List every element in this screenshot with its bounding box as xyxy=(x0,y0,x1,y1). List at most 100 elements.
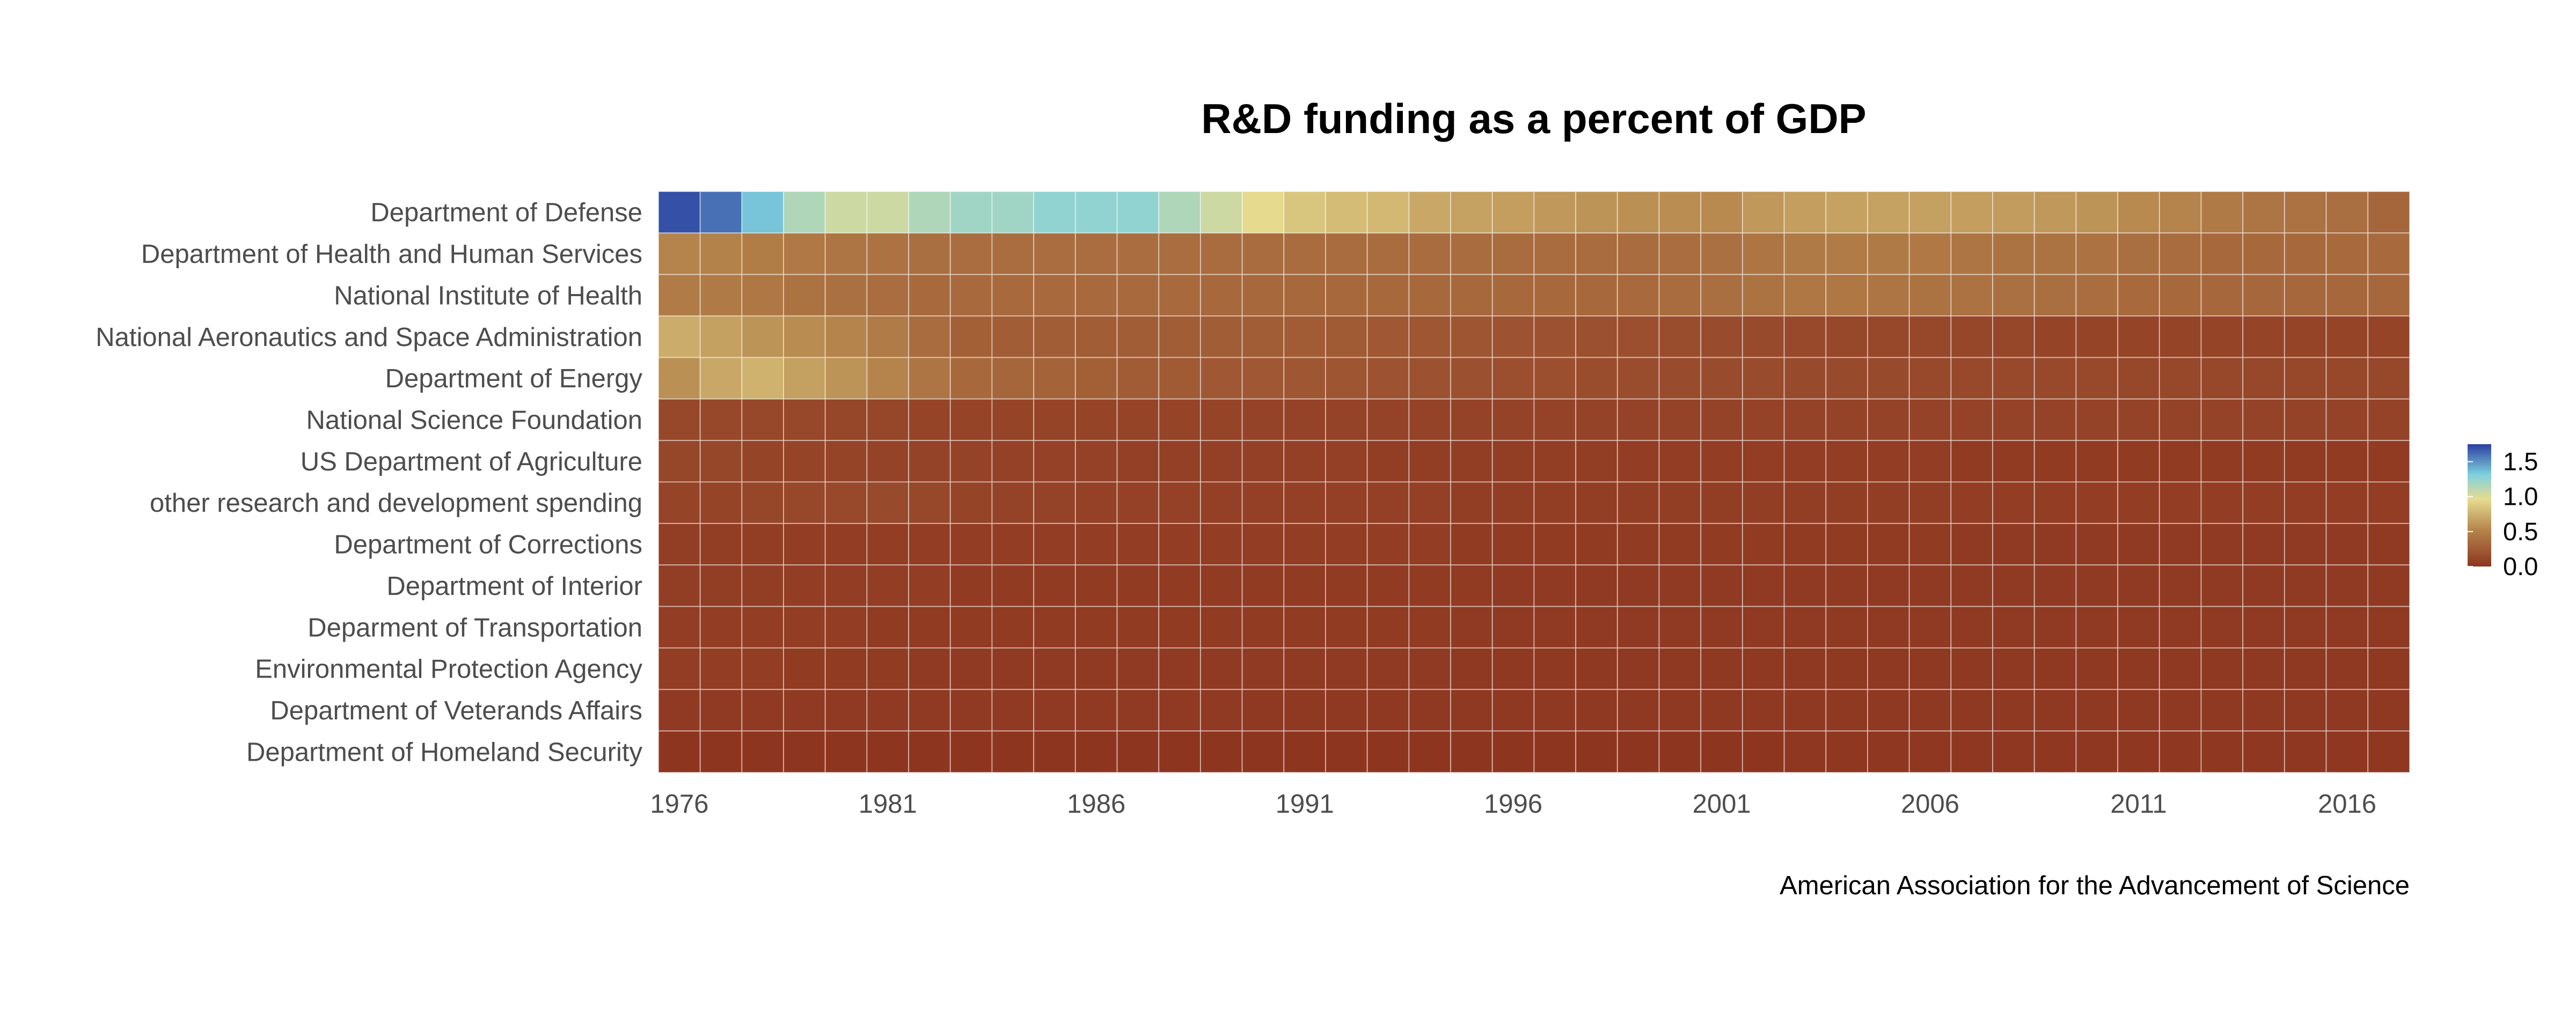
heatmap-cell xyxy=(1325,191,1368,234)
heatmap-cell xyxy=(1616,191,1660,234)
heatmap-cell xyxy=(1366,523,1410,566)
heatmap-cell xyxy=(2158,232,2202,275)
heatmap-cell xyxy=(2033,564,2077,607)
heatmap-cell xyxy=(1575,689,1618,732)
heatmap-cell xyxy=(1533,481,1577,524)
heatmap-cell xyxy=(1867,398,1910,442)
heatmap-cell xyxy=(2158,191,2202,234)
heatmap-cell xyxy=(2284,564,2327,607)
heatmap-cell xyxy=(2033,315,2077,358)
heatmap-cell xyxy=(1033,191,1076,234)
heatmap-cell xyxy=(2367,689,2411,732)
heatmap-cell xyxy=(908,398,951,442)
heatmap-cell xyxy=(1616,564,1660,607)
x-axis-tick-label: 1986 xyxy=(1067,790,1125,819)
heatmap-cell xyxy=(1325,398,1368,442)
heatmap-cell xyxy=(1658,315,1702,358)
heatmap-cell xyxy=(1491,523,1535,566)
heatmap-cell xyxy=(1408,191,1452,234)
heatmap-cell xyxy=(1116,523,1160,566)
heatmap-cells xyxy=(658,191,2411,774)
heatmap-cell xyxy=(2242,481,2285,524)
heatmap-cell xyxy=(908,315,951,358)
heatmap-cell xyxy=(1283,689,1327,732)
x-axis-tick-label: 2016 xyxy=(2318,790,2376,819)
heatmap-cell xyxy=(1325,440,1368,483)
heatmap-cell xyxy=(2075,191,2119,234)
heatmap-cell xyxy=(658,191,701,234)
heatmap-cell xyxy=(1325,730,1368,774)
heatmap-cell xyxy=(1450,606,1493,649)
heatmap-cell xyxy=(866,357,910,400)
heatmap-cell xyxy=(1241,730,1285,774)
heatmap-cell xyxy=(741,730,785,774)
colorbar-gradient xyxy=(2468,444,2491,566)
heatmap-cell xyxy=(908,232,951,275)
heatmap-cell xyxy=(1575,315,1618,358)
heatmap-cell xyxy=(1158,689,1201,732)
heatmap-cell xyxy=(783,191,826,234)
heatmap-cell xyxy=(1366,647,1410,690)
heatmap-cell xyxy=(949,730,993,774)
heatmap-cell xyxy=(2325,440,2369,483)
heatmap-cell xyxy=(1450,730,1493,774)
heatmap-cell xyxy=(2033,274,2077,317)
heatmap-cell xyxy=(1908,315,1952,358)
heatmap-cell xyxy=(699,523,743,566)
heatmap-cell xyxy=(2117,274,2160,317)
heatmap-cell xyxy=(1283,440,1327,483)
heatmap-cell xyxy=(991,606,1035,649)
heatmap-cell xyxy=(1533,274,1577,317)
heatmap-cell xyxy=(1158,564,1201,607)
heatmap-cell xyxy=(1074,481,1118,524)
heatmap-cell xyxy=(1074,232,1118,275)
heatmap-cell xyxy=(2158,689,2202,732)
heatmap-cell xyxy=(1199,481,1243,524)
heatmap-cell xyxy=(1658,357,1702,400)
heatmap-cell xyxy=(658,398,701,442)
heatmap-cell xyxy=(1450,564,1493,607)
heatmap-cell xyxy=(783,606,826,649)
y-axis-label: Department of Health and Human Services xyxy=(141,240,642,269)
heatmap-cell xyxy=(2284,730,2327,774)
heatmap-cell xyxy=(1116,689,1160,732)
heatmap-cell xyxy=(2158,523,2202,566)
heatmap-cell xyxy=(1950,481,1994,524)
heatmap-cell xyxy=(2117,357,2160,400)
heatmap-cell xyxy=(783,398,826,442)
heatmap-cell xyxy=(1783,689,1827,732)
heatmap-cell xyxy=(1199,440,1243,483)
heatmap-cell xyxy=(1325,689,1368,732)
heatmap-cell xyxy=(1908,689,1952,732)
heatmap-cell xyxy=(1950,440,1994,483)
heatmap-cell xyxy=(908,191,951,234)
heatmap-cell xyxy=(1450,647,1493,690)
heatmap-cell xyxy=(1992,730,2035,774)
heatmap-cell xyxy=(866,606,910,649)
heatmap-cell xyxy=(2117,481,2160,524)
heatmap-cell xyxy=(2117,398,2160,442)
heatmap-cell xyxy=(1616,647,1660,690)
heatmap-cell xyxy=(991,689,1035,732)
heatmap-cell xyxy=(1033,523,1076,566)
heatmap-cell xyxy=(2367,357,2411,400)
heatmap-cell xyxy=(2367,730,2411,774)
heatmap-cell xyxy=(1950,689,1994,732)
heatmap-cell xyxy=(2117,315,2160,358)
heatmap-cell xyxy=(2075,730,2119,774)
heatmap-cell xyxy=(1158,606,1201,649)
colorbar-tick-label: 0.0 xyxy=(2503,552,2538,580)
heatmap-cell xyxy=(1116,730,1160,774)
heatmap-cell xyxy=(1533,606,1577,649)
heatmap-cell xyxy=(949,523,993,566)
heatmap-cell xyxy=(1491,647,1535,690)
heatmap-cell xyxy=(2367,481,2411,524)
heatmap-cell xyxy=(1616,398,1660,442)
heatmap-cell xyxy=(1867,315,1910,358)
heatmap-cell xyxy=(1658,689,1702,732)
heatmap-cell xyxy=(1491,315,1535,358)
heatmap-cell xyxy=(2158,481,2202,524)
heatmap-cell xyxy=(1074,274,1118,317)
heatmap-cell xyxy=(783,274,826,317)
